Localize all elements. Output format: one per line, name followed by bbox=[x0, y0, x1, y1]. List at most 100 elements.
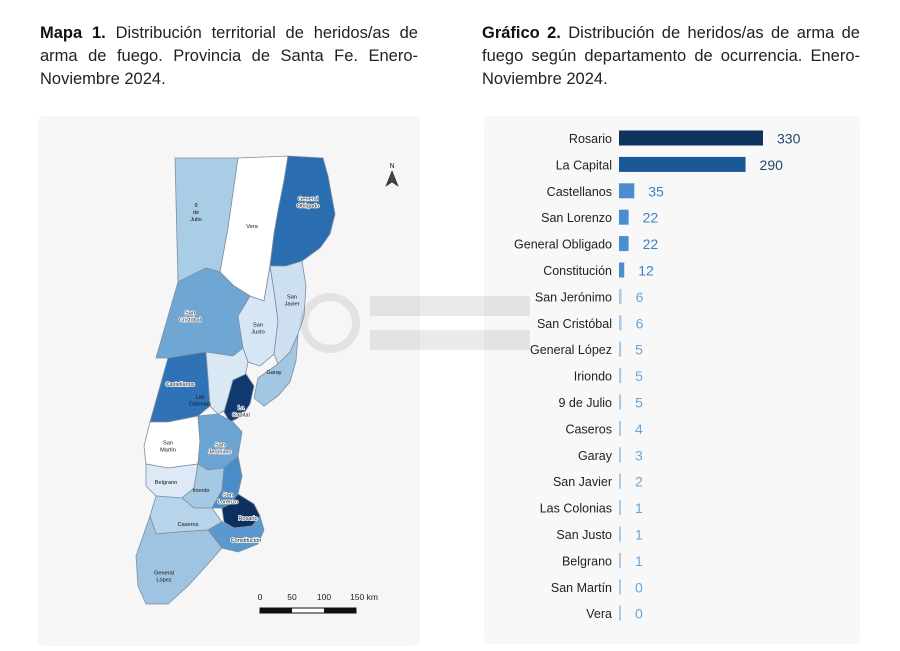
region-label: Iriondo bbox=[192, 488, 209, 494]
bar bbox=[619, 473, 621, 489]
chart-caption-text: Distribución de heridos/as de arma de fu… bbox=[482, 24, 860, 88]
region-label: Javier bbox=[285, 302, 300, 308]
region-label: San bbox=[215, 443, 225, 449]
value-label: 4 bbox=[635, 421, 643, 437]
region-label: San bbox=[253, 323, 263, 329]
value-label: 6 bbox=[636, 289, 644, 305]
value-label: 1 bbox=[635, 500, 643, 516]
bar bbox=[619, 420, 621, 436]
value-label: 35 bbox=[648, 183, 664, 199]
scale-label: 100 bbox=[317, 592, 331, 602]
scale-label: 0 bbox=[258, 592, 263, 602]
value-label: 2 bbox=[635, 474, 643, 490]
category-label: 9 de Julio bbox=[558, 396, 612, 410]
region-label: Garay bbox=[266, 370, 281, 376]
bar bbox=[619, 236, 629, 252]
region-constituci-n bbox=[207, 515, 265, 553]
bar bbox=[619, 130, 763, 146]
value-label: 0 bbox=[635, 579, 643, 595]
region-label: San bbox=[287, 295, 297, 301]
category-label: San Justo bbox=[556, 528, 612, 542]
category-label: Constitución bbox=[543, 264, 612, 278]
region-label: Justo bbox=[251, 330, 264, 336]
value-label: 3 bbox=[635, 447, 643, 463]
bar bbox=[619, 341, 622, 357]
bar bbox=[619, 156, 746, 172]
region-label: General bbox=[154, 571, 174, 577]
region-label: La bbox=[238, 406, 245, 412]
category-label: Rosario bbox=[569, 132, 612, 146]
value-label: 5 bbox=[635, 342, 643, 358]
scale-label: 50 bbox=[287, 592, 297, 602]
region-garay bbox=[253, 333, 299, 407]
value-label: 1 bbox=[635, 527, 643, 543]
region-label: Castellanos bbox=[165, 382, 194, 388]
bar bbox=[619, 315, 622, 331]
region-label: San bbox=[223, 493, 233, 499]
category-label: General López bbox=[530, 343, 612, 357]
region-general-l-pez bbox=[135, 514, 223, 605]
bar bbox=[619, 579, 621, 595]
category-label: Iriondo bbox=[574, 370, 612, 384]
category-label: General Obligado bbox=[514, 238, 612, 252]
value-label: 0 bbox=[635, 606, 643, 622]
region-label: Caseros bbox=[178, 522, 199, 528]
bar bbox=[619, 394, 622, 410]
region-label: López bbox=[156, 578, 171, 584]
category-label: San Javier bbox=[553, 475, 612, 489]
value-label: 6 bbox=[636, 315, 644, 331]
category-label: San Cristóbal bbox=[537, 317, 612, 331]
value-label: 290 bbox=[760, 157, 784, 173]
region-label: San bbox=[163, 441, 173, 447]
category-label: Castellanos bbox=[547, 185, 612, 199]
chart-caption-label: Gráfico 2. bbox=[482, 24, 561, 42]
bar bbox=[619, 209, 629, 225]
region-label: Las bbox=[195, 395, 204, 401]
region-label: Lorenzo bbox=[218, 500, 238, 506]
category-label: Garay bbox=[578, 449, 613, 463]
region-label: Obligado bbox=[297, 204, 319, 210]
category-label: San Martín bbox=[551, 581, 612, 595]
bar bbox=[619, 183, 635, 199]
region-label: Martín bbox=[160, 448, 176, 454]
value-label: 22 bbox=[643, 236, 659, 252]
value-label: 1 bbox=[635, 553, 643, 569]
bar bbox=[619, 605, 621, 621]
region-la-capital bbox=[223, 373, 255, 423]
category-label: Vera bbox=[586, 607, 612, 621]
value-label: 5 bbox=[635, 395, 643, 411]
scale-bar-segment bbox=[324, 608, 356, 613]
region-label: Constitución bbox=[231, 538, 262, 544]
chart-panel: Rosario 330 La Capital 290 Castellanos 35 San … bbox=[484, 116, 860, 644]
region-label: Jerónimo bbox=[208, 450, 231, 456]
north-label: N bbox=[389, 163, 394, 170]
category-label: San Lorenzo bbox=[541, 211, 612, 225]
category-label: Caseros bbox=[565, 422, 612, 436]
map-panel: 9 de Julio Vera General Obligado San Cristóbal S… bbox=[38, 116, 420, 646]
region-label: de bbox=[193, 210, 199, 216]
bar bbox=[619, 288, 622, 304]
region-label: Julio bbox=[190, 217, 202, 223]
value-label: 330 bbox=[777, 131, 801, 147]
bar bbox=[619, 262, 625, 278]
region-label: 9 bbox=[194, 203, 197, 209]
region-label: Rosario bbox=[238, 516, 257, 522]
category-label: San Jerónimo bbox=[535, 290, 612, 304]
map-caption-label: Mapa 1. bbox=[40, 24, 106, 42]
category-label: Belgrano bbox=[562, 554, 612, 568]
map-caption: Mapa 1. Distribución territorial de heri… bbox=[40, 22, 418, 91]
bar bbox=[619, 500, 621, 516]
value-label: 22 bbox=[643, 210, 659, 226]
value-label: 5 bbox=[635, 368, 643, 384]
region-label: Colonias bbox=[189, 402, 211, 408]
bar bbox=[619, 526, 621, 542]
region-label: Cristóbal bbox=[179, 318, 201, 324]
value-label: 12 bbox=[638, 263, 654, 279]
category-label: La Capital bbox=[556, 158, 612, 172]
region-label: General bbox=[298, 197, 318, 203]
category-label: Las Colonias bbox=[540, 502, 612, 516]
bar bbox=[619, 447, 621, 463]
region-label: San bbox=[185, 311, 195, 317]
bar bbox=[619, 552, 621, 568]
